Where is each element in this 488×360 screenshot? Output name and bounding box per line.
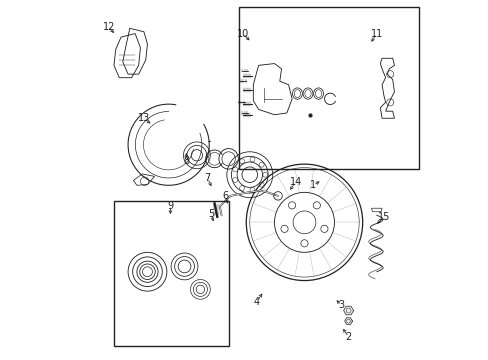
Text: 6: 6 [222,191,228,201]
Polygon shape [344,318,352,324]
Text: 1: 1 [309,180,316,190]
Text: 4: 4 [253,297,260,307]
Text: 11: 11 [370,28,382,39]
Polygon shape [343,306,353,315]
Text: 14: 14 [289,177,301,187]
Text: 9: 9 [167,202,173,211]
Text: 5: 5 [207,208,214,219]
Text: 15: 15 [377,212,389,222]
Text: 12: 12 [102,22,115,32]
Text: 13: 13 [138,113,150,123]
Text: 3: 3 [338,300,344,310]
Bar [114,201,228,346]
Bar [239,7,418,170]
Text: 7: 7 [204,173,210,183]
Text: 8: 8 [183,156,189,166]
Text: 2: 2 [345,332,351,342]
Text: 10: 10 [236,28,248,39]
